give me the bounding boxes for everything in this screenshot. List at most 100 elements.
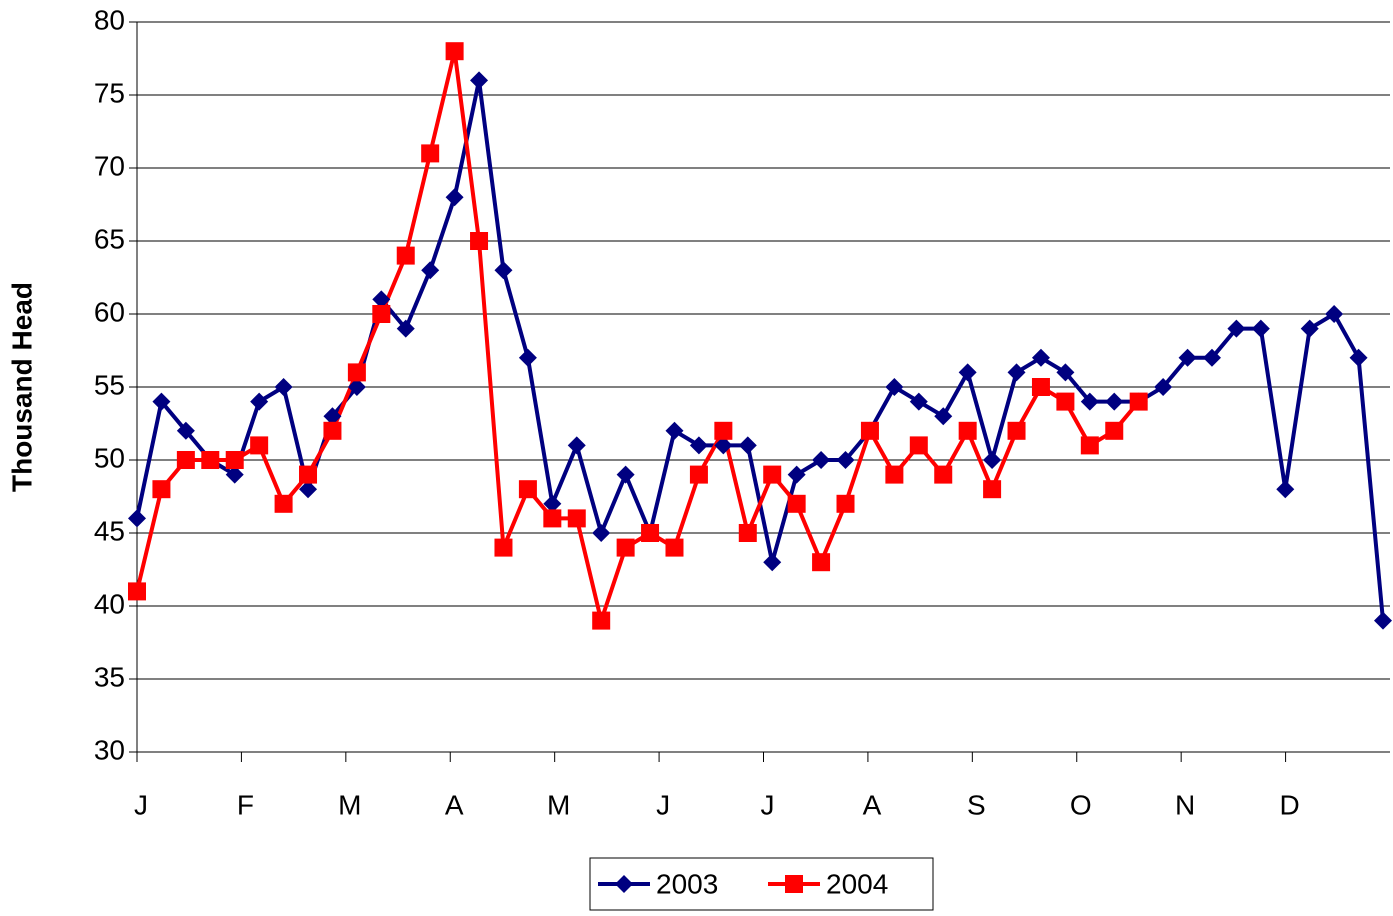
x-tick-label: D xyxy=(1279,789,1299,820)
data-point xyxy=(714,436,733,455)
data-point xyxy=(201,451,220,469)
data-point xyxy=(470,71,489,90)
data-point xyxy=(1202,348,1221,367)
x-tick-label: J xyxy=(134,789,148,820)
data-point xyxy=(909,392,928,411)
data-point xyxy=(225,451,244,469)
data-point xyxy=(689,436,708,455)
data-point xyxy=(1154,378,1173,396)
x-tick-label: A xyxy=(863,789,882,820)
data-point xyxy=(567,436,586,455)
y-tick-label: 45 xyxy=(94,515,125,546)
y-tick-label: 55 xyxy=(94,369,125,400)
data-point xyxy=(152,480,171,499)
data-point xyxy=(665,538,684,557)
data-point xyxy=(396,246,415,265)
data-point xyxy=(323,407,342,426)
data-point xyxy=(445,42,464,61)
x-tick-label: O xyxy=(1070,789,1092,820)
data-point xyxy=(885,465,904,484)
data-point xyxy=(1227,319,1246,338)
data-point xyxy=(592,524,611,542)
data-point xyxy=(494,538,513,557)
data-point xyxy=(836,494,855,513)
data-point xyxy=(518,348,537,367)
y-tick-label: 65 xyxy=(94,223,125,254)
data-point xyxy=(347,363,366,382)
data-point xyxy=(1007,363,1026,382)
data-point xyxy=(1349,348,1368,367)
data-point xyxy=(592,611,611,630)
data-point xyxy=(616,538,635,557)
data-point xyxy=(421,144,440,163)
series-line xyxy=(135,49,1141,623)
data-point xyxy=(128,509,146,528)
data-point xyxy=(274,378,293,396)
data-point xyxy=(934,407,953,426)
data-point xyxy=(299,465,318,484)
data-point xyxy=(152,392,171,411)
data-point xyxy=(689,465,708,484)
x-tick-label: J xyxy=(761,789,775,820)
legend: 2003 2004 xyxy=(589,857,934,911)
data-point xyxy=(1105,392,1124,411)
data-point xyxy=(738,436,757,455)
data-point xyxy=(323,421,342,440)
data-point xyxy=(421,261,440,280)
y-tick-label: 50 xyxy=(94,442,125,473)
data-point xyxy=(763,553,782,572)
data-point xyxy=(543,509,562,528)
data-point xyxy=(176,421,195,440)
data-point xyxy=(250,436,269,455)
y-tick-label: 30 xyxy=(94,734,125,765)
data-point xyxy=(860,421,879,440)
data-point xyxy=(983,480,1002,499)
data-point xyxy=(1374,611,1392,630)
x-tick-label: M xyxy=(547,789,570,820)
data-point xyxy=(250,392,269,411)
data-point xyxy=(176,451,195,469)
y-tick-label: 75 xyxy=(94,77,125,108)
data-point xyxy=(1300,319,1319,338)
y-tick-label: 35 xyxy=(94,661,125,692)
data-point xyxy=(1056,363,1075,382)
x-tick-label: S xyxy=(967,789,986,820)
data-point xyxy=(274,494,293,513)
data-point xyxy=(372,290,391,309)
legend-marker xyxy=(785,875,803,893)
data-point xyxy=(738,524,757,542)
legend-label: 2004 xyxy=(826,868,888,899)
x-tick-label: M xyxy=(338,789,361,820)
data-point xyxy=(494,261,513,280)
y-tick-label: 70 xyxy=(94,150,125,181)
data-point xyxy=(1056,392,1075,411)
data-point xyxy=(299,480,318,499)
data-point xyxy=(1129,392,1148,411)
data-point xyxy=(1251,319,1270,338)
y-tick-label: 80 xyxy=(94,4,125,35)
data-point xyxy=(714,421,733,440)
legend-label: 2003 xyxy=(656,868,718,899)
data-point xyxy=(1080,392,1099,411)
data-point xyxy=(909,436,928,455)
data-point xyxy=(616,465,635,484)
y-tick-label: 60 xyxy=(94,296,125,327)
data-point xyxy=(543,494,562,513)
data-point xyxy=(787,465,806,484)
data-point xyxy=(128,582,146,601)
data-point xyxy=(518,480,537,499)
data-point xyxy=(665,421,684,440)
x-tick-label: A xyxy=(445,789,464,820)
data-point xyxy=(225,465,244,484)
data-point xyxy=(1276,480,1295,499)
data-point xyxy=(1031,378,1050,396)
x-tick-label: J xyxy=(656,789,670,820)
data-point xyxy=(812,451,831,469)
series-line xyxy=(135,78,1385,621)
data-point xyxy=(1325,305,1344,323)
y-axis-title: Thousand Head xyxy=(6,282,37,492)
data-point xyxy=(396,319,415,338)
data-point xyxy=(885,378,904,396)
data-point xyxy=(836,451,855,469)
